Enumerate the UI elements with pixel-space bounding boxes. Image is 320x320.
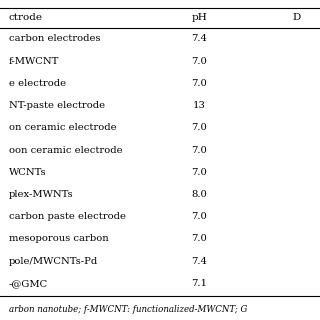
Text: oon ceramic electrode: oon ceramic electrode <box>9 146 122 155</box>
Text: ctrode: ctrode <box>9 13 43 22</box>
Text: 7.1: 7.1 <box>191 279 207 288</box>
Text: carbon paste electrode: carbon paste electrode <box>9 212 126 221</box>
Text: 13: 13 <box>193 101 206 110</box>
Text: 7.0: 7.0 <box>191 79 207 88</box>
Text: mesoporous carbon: mesoporous carbon <box>9 234 108 244</box>
Text: D: D <box>292 13 301 22</box>
Text: pH: pH <box>191 13 207 22</box>
Text: NT-paste electrode: NT-paste electrode <box>9 101 105 110</box>
Text: 7.4: 7.4 <box>191 35 207 44</box>
Text: arbon nanotube; f-MWCNT: functionalized-MWCNT; G: arbon nanotube; f-MWCNT: functionalized-… <box>9 305 247 314</box>
Text: 8.0: 8.0 <box>191 190 207 199</box>
Text: 7.0: 7.0 <box>191 146 207 155</box>
Text: 7.0: 7.0 <box>191 234 207 244</box>
Text: carbon electrodes: carbon electrodes <box>9 35 100 44</box>
Text: 7.0: 7.0 <box>191 123 207 132</box>
Text: WCNTs: WCNTs <box>9 168 46 177</box>
Text: pole/MWCNTs-Pd: pole/MWCNTs-Pd <box>9 257 98 266</box>
Text: f-MWCNT: f-MWCNT <box>9 57 59 66</box>
Text: 7.0: 7.0 <box>191 168 207 177</box>
Text: e electrode: e electrode <box>9 79 66 88</box>
Text: on ceramic electrode: on ceramic electrode <box>9 123 116 132</box>
Text: 7.0: 7.0 <box>191 57 207 66</box>
Text: plex-MWNTs: plex-MWNTs <box>9 190 73 199</box>
Text: 7.4: 7.4 <box>191 257 207 266</box>
Text: 7.0: 7.0 <box>191 212 207 221</box>
Text: -@GMC: -@GMC <box>9 279 48 288</box>
